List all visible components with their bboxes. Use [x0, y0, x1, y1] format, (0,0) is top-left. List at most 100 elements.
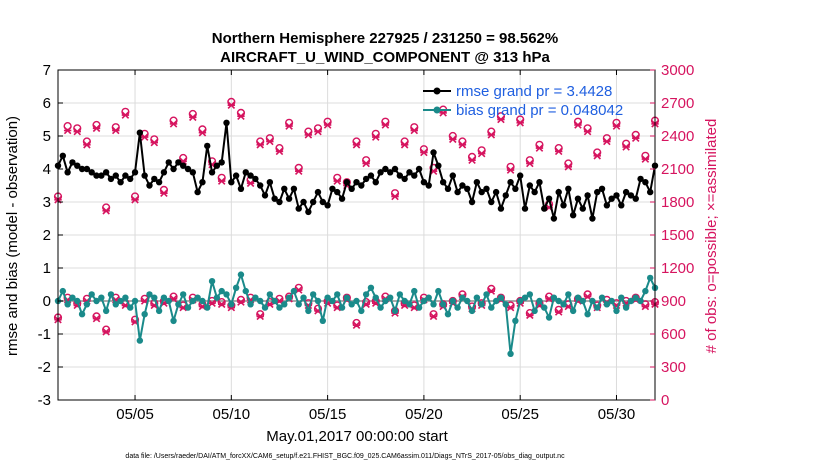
obs_assimilated_rmse-point — [217, 177, 226, 185]
obs_assimilated_rmse-point — [169, 120, 178, 128]
obs_assimilated_rmse-point — [506, 166, 515, 174]
bias-point — [131, 297, 139, 305]
bias-point — [59, 287, 67, 295]
rmse-point — [560, 202, 567, 209]
bias-point — [468, 307, 476, 315]
obs_assimilated_rmse-point — [323, 121, 332, 129]
rmse-point — [88, 169, 95, 176]
obs_assimilated_bias-point — [256, 312, 264, 321]
x-tick-label: 05/25 — [501, 406, 539, 423]
bias-point — [502, 301, 509, 308]
rmse-point — [343, 179, 351, 186]
bias-point — [632, 294, 639, 301]
rmse-point — [464, 185, 471, 192]
bias-point — [204, 304, 211, 311]
obs_assimilated_rmse-point — [246, 179, 255, 188]
rmse-point — [334, 188, 341, 196]
bias-point — [622, 304, 630, 311]
rmse-point — [387, 169, 394, 176]
rmse-point — [444, 185, 452, 192]
rmse-point — [314, 188, 322, 196]
y2-tick-label: 3000 — [661, 62, 694, 79]
bias-point — [334, 291, 341, 298]
y-tick-label: 4 — [43, 161, 51, 178]
rmse-point — [627, 192, 635, 199]
rmse-point — [579, 205, 586, 212]
obs_assimilated_rmse-point — [526, 159, 534, 168]
bias-point — [526, 291, 534, 298]
rmse-point — [358, 182, 365, 189]
obs_assimilated_rmse-point — [198, 128, 207, 137]
bias-point — [319, 317, 326, 324]
obs_assimilated_rmse-point — [535, 144, 544, 152]
bias-point — [584, 311, 591, 318]
rmse-point — [598, 185, 606, 192]
bias-point — [146, 291, 153, 298]
obs_assimilated_rmse-point — [487, 131, 496, 139]
rmse-point — [300, 198, 307, 206]
bias-point — [305, 307, 312, 315]
bias-point — [136, 337, 144, 344]
obs_assimilated_rmse-point — [73, 127, 82, 136]
rmse-point — [271, 195, 278, 202]
bias-point — [454, 304, 461, 311]
bias-point — [545, 314, 553, 321]
rmse-point — [473, 179, 481, 186]
bias-point — [387, 294, 394, 301]
bias-point — [589, 297, 596, 305]
bias-point — [613, 307, 620, 315]
bias-point — [541, 304, 548, 311]
data-series — [54, 119, 659, 357]
rmse-point — [516, 172, 524, 179]
rmse-point — [329, 185, 336, 192]
bias-point — [199, 297, 206, 305]
obs_assimilated_rmse-point — [410, 126, 419, 135]
bias-point — [295, 301, 302, 308]
bias-point — [478, 301, 485, 308]
bias-point — [382, 297, 389, 305]
bias-point — [175, 301, 182, 308]
obs_assimilated_rmse-point — [63, 126, 72, 135]
bias-point — [565, 291, 572, 298]
rmse-point — [319, 198, 326, 206]
rmse-point — [367, 172, 375, 179]
bias-point — [449, 297, 456, 305]
x-tick-label: 05/30 — [598, 406, 636, 423]
obs_possible_bias-point — [352, 318, 361, 328]
rmse-point — [541, 205, 548, 212]
rmse-point — [382, 165, 389, 173]
rmse-point — [184, 165, 192, 173]
obs_possible_bias-point — [217, 298, 226, 307]
bias-point — [69, 294, 76, 301]
bias-point — [266, 291, 274, 298]
bias-point — [247, 301, 254, 308]
obs_assimilated_bias-point — [429, 312, 438, 321]
bias-point — [362, 291, 370, 298]
rmse-point — [64, 169, 71, 176]
rmse-point — [555, 188, 562, 196]
obs_assimilated_rmse-point — [400, 141, 409, 149]
bias-point — [637, 297, 644, 305]
y-tick-label: 7 — [43, 62, 51, 79]
rmse-point — [512, 185, 519, 192]
obs_assimilated_rmse-point — [603, 137, 611, 146]
bias-point — [483, 291, 490, 298]
rmse-point — [608, 195, 615, 202]
obs_assimilated_rmse-point — [583, 127, 592, 136]
rmse-point — [642, 179, 649, 186]
bias-point — [555, 297, 562, 305]
bias-point — [223, 291, 230, 298]
obs_assimilated_rmse-point — [420, 148, 428, 157]
rmse-point — [189, 169, 197, 176]
rmse-point — [646, 188, 654, 196]
bias-point — [78, 311, 86, 318]
rmse-point — [420, 179, 428, 186]
bias-point — [329, 297, 336, 305]
rmse-point — [531, 188, 538, 196]
y-tick-label: -1 — [38, 326, 51, 343]
x-tick-label: 05/15 — [309, 406, 347, 423]
rmse-point — [536, 179, 543, 186]
obs_possible_bias-point — [583, 290, 592, 299]
bias-point — [257, 297, 264, 305]
rmse-point — [266, 179, 274, 186]
